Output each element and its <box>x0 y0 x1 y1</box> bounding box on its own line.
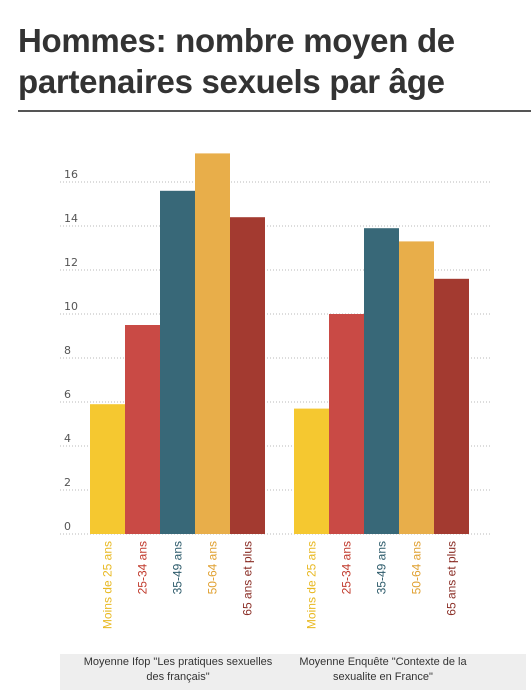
y-tick-label: 10 <box>64 300 78 313</box>
group-label-ifop: Moyenne Ifop "Les pratiques sexuelles de… <box>83 656 273 683</box>
bar <box>125 325 160 534</box>
x-category-label: 25-34 ans <box>340 541 354 594</box>
y-tick-label: 4 <box>64 432 71 445</box>
y-tick-label: 8 <box>64 344 71 357</box>
bar <box>160 190 195 535</box>
x-category-label: 35-49 ans <box>171 541 185 594</box>
x-category-label: Moins de 25 ans <box>305 541 319 629</box>
y-tick-label: 2 <box>64 476 71 489</box>
x-category-label: 50-64 ans <box>206 541 220 594</box>
group-label-band <box>60 654 526 690</box>
y-axis-ticks: 0 2 4 6 8 10 12 14 16 <box>64 168 78 533</box>
bar <box>434 278 469 534</box>
bar <box>230 217 265 534</box>
bar <box>329 314 364 534</box>
y-tick-label: 0 <box>64 520 71 533</box>
x-category-label: 35-49 ans <box>375 541 389 594</box>
bar <box>294 408 329 534</box>
y-tick-label: 16 <box>64 168 78 181</box>
bar <box>364 228 399 534</box>
x-category-label: Moins de 25 ans <box>101 541 115 629</box>
bar <box>90 404 125 534</box>
x-category-label: 25-34 ans <box>136 541 150 594</box>
x-category-label: 65 ans et plus <box>241 541 255 616</box>
y-tick-label: 6 <box>64 388 71 401</box>
title-underline <box>18 110 531 112</box>
y-tick-label: 14 <box>64 212 78 225</box>
group-label-enquete: Moyenne Enquête "Contexte de la sexualit… <box>299 656 467 683</box>
chart-title: Hommes: nombre moyen de partenaires sexu… <box>18 22 455 100</box>
bars <box>90 153 469 535</box>
x-category-label: 50-64 ans <box>410 541 424 594</box>
x-category-label: 65 ans et plus <box>445 541 459 616</box>
bar <box>195 153 230 534</box>
bar-chart: 0 2 4 6 8 10 12 14 16 Moins de 25 ans 25-34 ans 35… <box>60 153 490 629</box>
bar <box>399 241 434 534</box>
y-tick-label: 12 <box>64 256 78 269</box>
x-axis-labels: Moins de 25 ans 25-34 ans 35-49 ans 50-64 a… <box>101 541 459 629</box>
